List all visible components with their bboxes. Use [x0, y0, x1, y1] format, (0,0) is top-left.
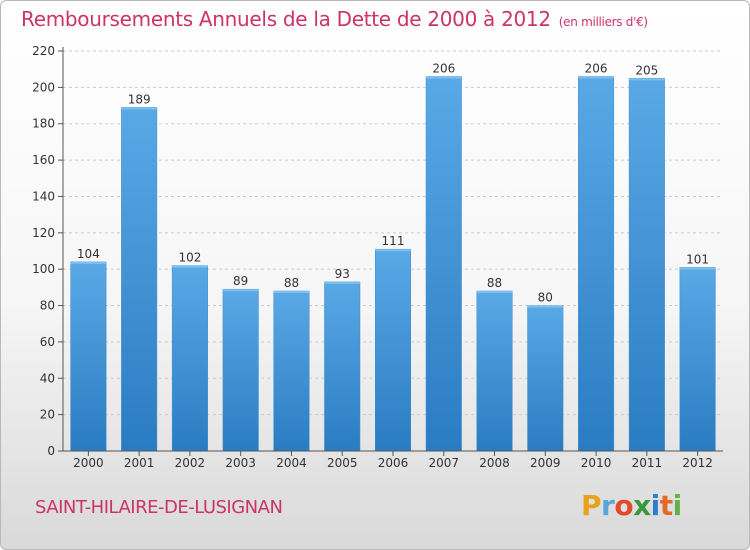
x-tick-label: 2012 — [682, 456, 713, 470]
bar-value-label: 206 — [432, 61, 455, 75]
x-tick-label: 2008 — [479, 456, 510, 470]
chart-title-unit: (en milliers d'€) — [558, 15, 648, 29]
x-tick-label: 2009 — [530, 456, 561, 470]
y-tick-label: 180 — [32, 117, 55, 131]
chart-title: Remboursements Annuels de la Dette de 20… — [21, 7, 648, 31]
x-tick-label: 2000 — [73, 456, 104, 470]
bar-value-label: 93 — [335, 267, 350, 281]
bar-top-highlight — [324, 281, 360, 284]
y-tick-label: 20 — [40, 408, 55, 422]
y-tick-label: 60 — [40, 335, 55, 349]
y-tick-label: 140 — [32, 189, 55, 203]
proxiti-logo: Proxiti — [581, 489, 682, 522]
logo-letter: r — [601, 489, 615, 522]
bar — [121, 107, 158, 452]
bar-value-label: 80 — [538, 291, 553, 305]
bar-top-highlight — [375, 249, 411, 252]
bar-value-label: 206 — [585, 61, 608, 75]
y-tick-label: 160 — [32, 153, 55, 167]
y-tick-label: 40 — [40, 371, 55, 385]
bar-top-highlight — [679, 267, 716, 270]
y-tick-label: 220 — [32, 44, 55, 58]
bar-value-label: 89 — [233, 274, 248, 288]
y-tick-label: 200 — [32, 80, 55, 94]
bar-top-highlight — [426, 76, 462, 79]
x-tick-label: 2001 — [124, 456, 155, 470]
x-tick-label: 2003 — [225, 456, 256, 470]
bar — [628, 78, 665, 452]
logo-letter: i — [672, 489, 683, 522]
bar — [425, 76, 462, 452]
bar — [679, 267, 716, 452]
bar-layer — [70, 76, 716, 452]
label-layer: 104 189 102 89 88 93 111 206 88 80 206 205 101 — [77, 61, 709, 304]
x-tick-label: 2004 — [276, 456, 307, 470]
bar-top-highlight — [273, 291, 310, 293]
bar — [324, 281, 361, 452]
logo-letter: t — [659, 489, 673, 522]
logo-letter: i — [650, 489, 661, 522]
bar — [273, 290, 310, 452]
bar — [578, 76, 615, 452]
bar-top-highlight — [172, 265, 208, 268]
x-tick-label: 2010 — [581, 456, 612, 470]
bar — [70, 261, 107, 452]
bar-value-label: 205 — [635, 63, 658, 77]
bar-value-label: 104 — [77, 247, 100, 261]
bar-top-highlight — [70, 261, 107, 264]
bar-value-label: 189 — [128, 92, 151, 106]
bar — [374, 248, 412, 452]
bar-top-highlight — [578, 76, 614, 79]
bar-value-label: 88 — [284, 276, 299, 290]
y-tick-label: 80 — [40, 299, 55, 313]
x-tick-label: 2011 — [632, 456, 663, 470]
bar-top-highlight — [222, 289, 259, 292]
y-tick-label: 100 — [32, 262, 55, 276]
chart-title-text: Remboursements Annuels de la Dette de 20… — [21, 7, 551, 31]
y-tick-label: 0 — [47, 444, 55, 458]
x-tick-label: 2005 — [327, 456, 358, 470]
bar-top-highlight — [629, 78, 665, 81]
bar — [222, 288, 259, 452]
bar-top-highlight — [476, 291, 513, 293]
x-tick-label: 2006 — [378, 456, 409, 470]
bar-value-label: 101 — [686, 252, 709, 266]
bar-value-label: 88 — [487, 276, 502, 290]
bar-value-label: 111 — [382, 234, 405, 248]
logo-letter: o — [614, 489, 634, 522]
logo-letter: x — [633, 489, 651, 522]
bar-value-label: 102 — [178, 251, 201, 265]
x-tick-label: 2002 — [175, 456, 206, 470]
y-tick-label: 120 — [32, 226, 55, 240]
x-tick-label: 2007 — [428, 456, 459, 470]
bar-top-highlight — [527, 305, 564, 308]
bar — [527, 305, 564, 452]
logo-letter: P — [581, 489, 602, 522]
bar — [171, 265, 208, 452]
commune-name: SAINT-HILAIRE-DE-LUSIGNAN — [35, 497, 283, 518]
bar-top-highlight — [121, 107, 157, 110]
bar — [476, 290, 513, 452]
axis-layer: 0 20 40 60 80 100 120 140 160 180 200 220 2000 2001 20… — [32, 44, 723, 470]
